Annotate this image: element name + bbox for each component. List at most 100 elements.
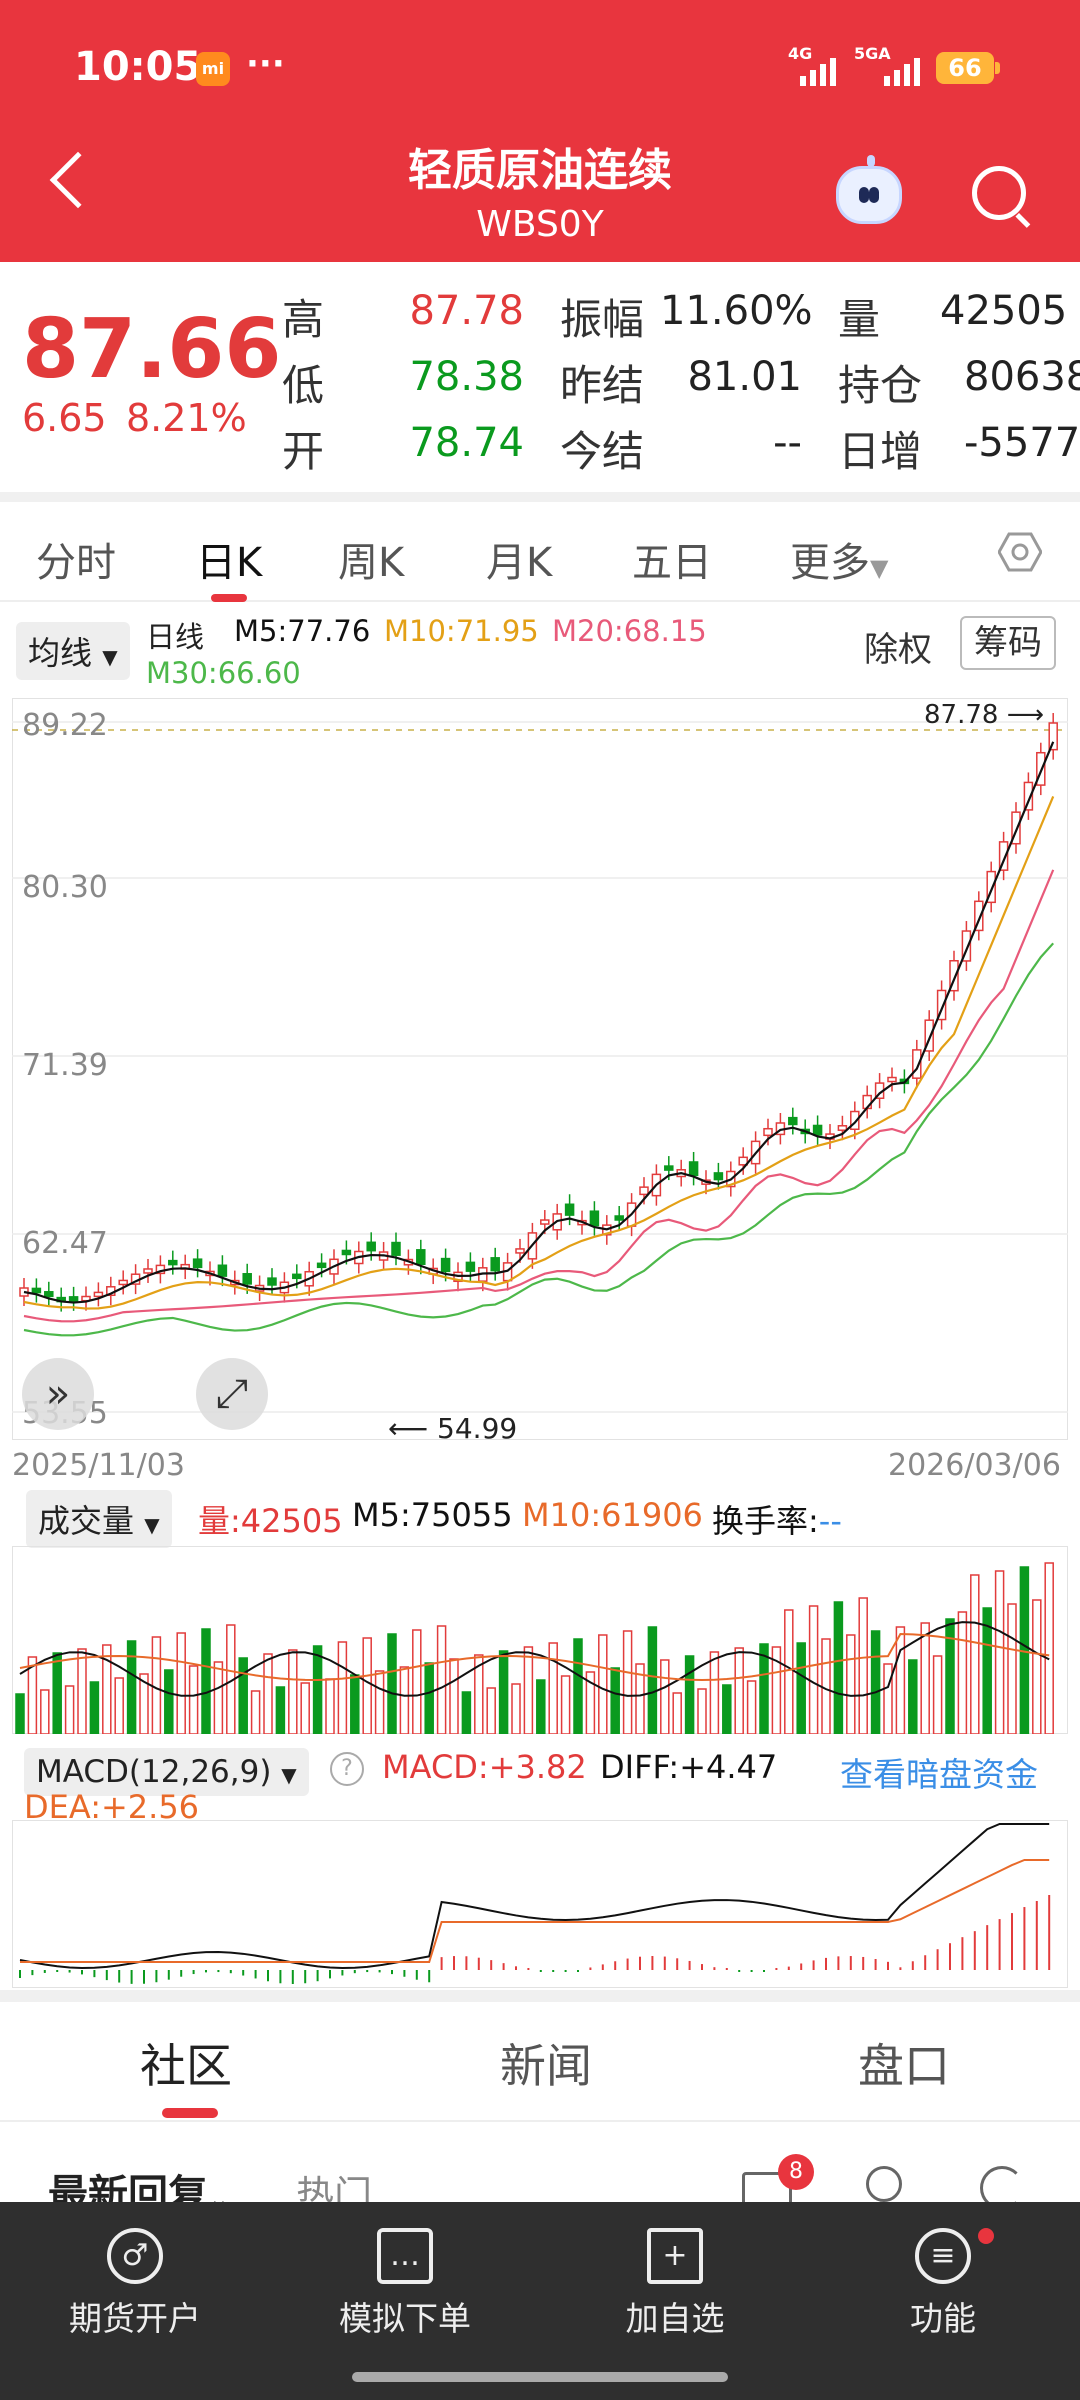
battery-icon: 66 — [936, 52, 1000, 84]
candle-body — [998, 841, 1009, 871]
label-daily-change: 日增 — [838, 427, 923, 476]
ma20-value: M20:68.15 — [552, 614, 707, 648]
label-volume: 量 — [838, 295, 881, 344]
tab-five-day[interactable]: 五日 — [632, 540, 712, 586]
volume-bar — [660, 1659, 670, 1734]
candle-body — [738, 1156, 748, 1166]
tab-more[interactable]: 更多▼ — [790, 530, 888, 588]
candle-body — [440, 1257, 451, 1273]
settings-icon[interactable] — [998, 530, 1042, 574]
candle-body — [1048, 722, 1058, 751]
volume-bar — [436, 1625, 447, 1734]
tab-community[interactable]: 社区 — [140, 2039, 232, 2093]
candle-body — [515, 1248, 525, 1254]
volume-bar — [883, 1663, 893, 1734]
ma30-line — [23, 942, 1055, 1337]
tab-more-label: 更多 — [790, 540, 870, 586]
volume-bar — [312, 1645, 323, 1734]
volume-bar — [784, 1609, 794, 1734]
label-high: 高 — [282, 295, 325, 344]
volume-bar — [560, 1675, 571, 1734]
nav-functions[interactable]: ≡ 功能 — [868, 2228, 1018, 2340]
tab-daily-k[interactable]: 日K — [196, 540, 263, 586]
nav-add-watchlist[interactable]: + 加自选 — [600, 2228, 750, 2340]
volume-bar — [288, 1649, 298, 1734]
candle-body — [713, 1172, 724, 1181]
volume-bar — [164, 1669, 174, 1734]
nav-sim-order[interactable]: … 模拟下单 — [330, 2228, 480, 2340]
candle-body — [924, 1019, 934, 1052]
contract-code: WBS0Y — [476, 204, 604, 245]
period-tabs — [0, 502, 1080, 602]
volume-bar — [461, 1691, 472, 1734]
volume-selector-label: 成交量 — [38, 1502, 135, 1540]
dark-pool-funds-link[interactable]: 查看暗盘资金 — [840, 1755, 1038, 1794]
volume-bar — [771, 1646, 782, 1734]
app-header: 10:05 mi ··· 4G 5GA 66 轻质原油连续 WBS0Y — [0, 0, 1080, 262]
volume-m10: M10:61906 — [522, 1496, 703, 1534]
signal-icon — [800, 56, 836, 86]
volume-bar — [126, 1640, 137, 1734]
divider — [0, 2120, 1080, 2122]
ma10-line — [23, 796, 1055, 1310]
candle-body — [416, 1249, 426, 1266]
help-icon[interactable]: ? — [330, 1752, 364, 1786]
candle-body — [1023, 781, 1034, 811]
tab-order-book[interactable]: 盘口 — [858, 2039, 950, 2093]
candle-body — [192, 1258, 203, 1269]
diff-line — [19, 1823, 1050, 1969]
volume-bar — [201, 1628, 211, 1734]
fullscreen-icon[interactable]: ⤢ — [196, 1358, 268, 1430]
candle-body — [341, 1249, 352, 1256]
high-marker: 87.78 ⟶ — [924, 700, 1044, 730]
volume-bar — [412, 1629, 422, 1734]
volume-value: 量:42505 — [198, 1502, 343, 1540]
label-open: 开 — [282, 427, 325, 476]
search-icon[interactable] — [972, 166, 1026, 220]
candle-body — [292, 1273, 302, 1280]
date-end: 2026/03/06 — [888, 1448, 1061, 1483]
candle-body — [974, 900, 984, 932]
nav-open-account[interactable]: ♂ 期货开户 — [60, 2228, 210, 2340]
volume-bar — [536, 1679, 546, 1734]
chips-button[interactable]: 筹码 — [960, 616, 1056, 670]
ma-selector-label: 均线 — [28, 634, 93, 672]
home-indicator[interactable] — [352, 2372, 728, 2382]
volume-bar — [275, 1686, 286, 1734]
tab-monthly-k[interactable]: 月K — [486, 540, 553, 586]
volume-chart[interactable] — [12, 1546, 1068, 1734]
tab-weekly-k[interactable]: 周K — [338, 540, 405, 586]
expand-panel-icon[interactable]: » — [22, 1358, 94, 1430]
tab-intraday[interactable]: 分时 — [36, 540, 116, 586]
network-5ga-label: 5GA — [854, 44, 891, 63]
turnover-label: 换手率:-- — [712, 1496, 842, 1542]
macd-chart[interactable] — [12, 1820, 1068, 1988]
value-open: 78.74 — [409, 420, 524, 466]
volume-bar — [250, 1690, 261, 1734]
candle-body — [688, 1161, 699, 1177]
macd-indicator-selector[interactable]: MACD(12,26,9) ▼ — [24, 1748, 309, 1796]
user-icon[interactable] — [866, 2166, 902, 2202]
volume-bar — [52, 1652, 62, 1734]
ma-selector[interactable]: 均线 ▼ — [16, 622, 130, 680]
robot-assistant-icon[interactable] — [836, 155, 902, 224]
value-high: 87.78 — [409, 288, 524, 334]
candle-body — [763, 1127, 773, 1137]
candle-body — [465, 1261, 476, 1272]
volume-indicator-selector[interactable]: 成交量 ▼ — [26, 1490, 172, 1548]
ex-rights-toggle[interactable]: 除权 — [864, 630, 932, 670]
volume-bar — [27, 1656, 38, 1734]
period-label: 日线 — [146, 620, 205, 654]
volume-bar — [846, 1634, 856, 1734]
diff-value: DIFF:+4.47 — [600, 1748, 778, 1786]
candle-body — [912, 1049, 922, 1079]
nav-label: 加自选 — [625, 2299, 725, 2338]
volume-bar — [1007, 1603, 1017, 1734]
tab-news[interactable]: 新闻 — [500, 2039, 592, 2093]
turnover-value: -- — [818, 1502, 842, 1540]
volume-bar — [635, 1663, 645, 1734]
candlestick-chart[interactable] — [12, 698, 1068, 1440]
volume-m5-line — [19, 1621, 1050, 1697]
ma30-value: M30:66.60 — [146, 656, 301, 690]
volume-bar — [970, 1574, 980, 1734]
